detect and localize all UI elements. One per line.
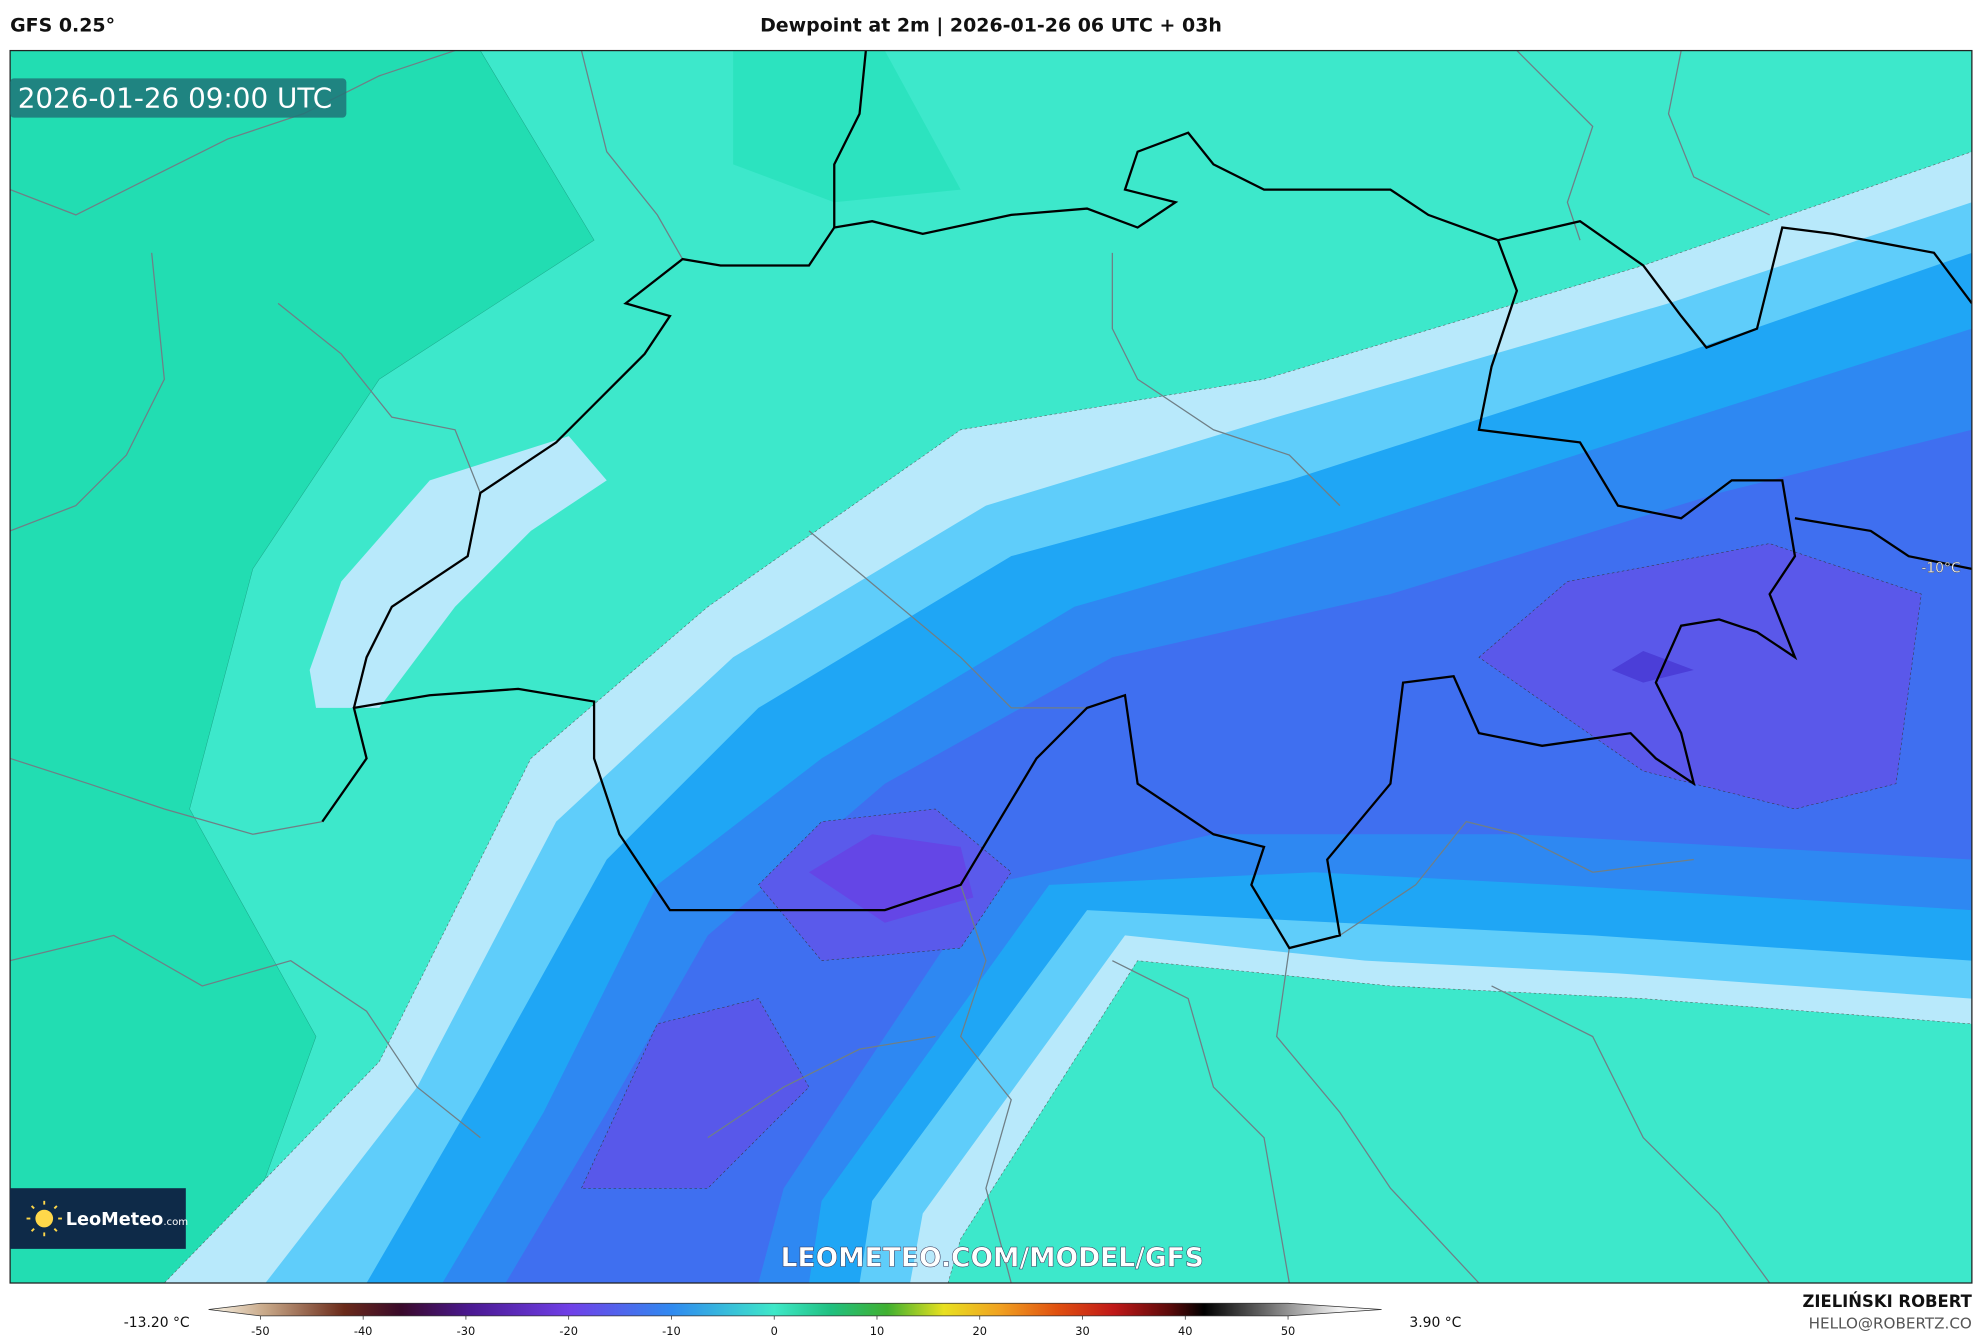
valid-time: 2026-01-26 09:00 UTC xyxy=(18,81,332,114)
colorbar-tick-label: -50 xyxy=(251,1324,270,1338)
colorbar-tick-label: 20 xyxy=(973,1324,987,1338)
contour-label: -10°C xyxy=(1921,561,1960,577)
colorbar-tick-label: 50 xyxy=(1281,1324,1295,1338)
colorbar-max: 3.90 °C xyxy=(1409,1315,1461,1331)
borders xyxy=(10,50,1972,1284)
colorbar-tick-label: 10 xyxy=(870,1324,884,1338)
logo-suffix: .com xyxy=(163,1217,188,1228)
contact: HELLO@ROBERTZ.CO xyxy=(1809,1315,1972,1333)
logo-sun xyxy=(35,1209,54,1228)
colorbar-tick-label: 30 xyxy=(1075,1324,1089,1338)
logo-brand: LeoMeteo xyxy=(66,1210,164,1230)
colorbar-tick-label: -20 xyxy=(559,1324,578,1338)
colorbar xyxy=(208,1302,1382,1317)
author: ZIELIŃSKI ROBERT xyxy=(1802,1292,1972,1311)
colorbar-tick-label: -10 xyxy=(662,1324,681,1338)
colorbar-min: -13.20 °C xyxy=(124,1315,190,1331)
colorbar-tick-label: 0 xyxy=(771,1324,778,1338)
time-badge xyxy=(10,78,347,118)
map-title: Dewpoint at 2m | 2026-01-26 06 UTC + 03h xyxy=(760,15,1222,37)
colorbar-tick-label: -40 xyxy=(354,1324,373,1338)
map-frame xyxy=(9,49,1973,1284)
model-name: GFS 0.25° xyxy=(10,15,115,37)
colorbar-ticks: -50 -40 -30 -20 -10 0 10 20 30 40 50 xyxy=(251,1315,1295,1338)
logo-text: LeoMeteo.com xyxy=(66,1210,188,1230)
logo-rays xyxy=(26,1200,62,1237)
colorbar-tick-label: -30 xyxy=(457,1324,476,1338)
field xyxy=(10,50,1972,1284)
watermark: LEOMETEO.COM/MODEL/GFS xyxy=(781,1243,1204,1274)
colorbar-tick-label: 40 xyxy=(1178,1324,1192,1338)
